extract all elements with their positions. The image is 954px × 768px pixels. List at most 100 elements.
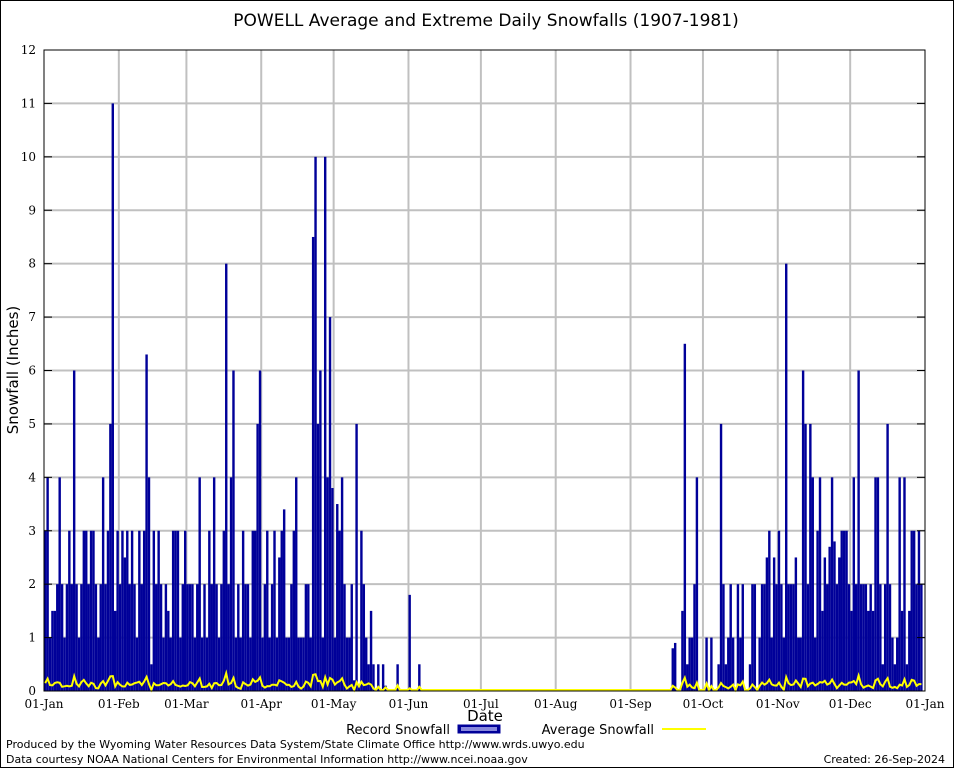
record-bar <box>840 530 843 691</box>
record-bar <box>181 584 184 691</box>
record-bar <box>891 637 894 691</box>
record-bar <box>794 557 798 691</box>
record-bar <box>770 637 773 691</box>
x-axis: 01-Jan 01-Feb 01-Mar 01-Apr 01-May 01-Jun 01-J… <box>24 697 944 711</box>
record-bar <box>876 477 880 691</box>
y-tick-label: 3 <box>28 524 36 538</box>
record-bar <box>765 557 769 691</box>
record-bar <box>87 584 90 691</box>
y-tick-label: 10 <box>21 150 36 164</box>
record-bar <box>355 423 358 691</box>
record-bar <box>150 664 153 691</box>
record-bar <box>273 530 276 691</box>
record-bar <box>205 637 209 691</box>
record-bar <box>340 477 344 691</box>
record-bar <box>845 530 848 691</box>
record-bar <box>818 477 822 691</box>
x-tick-label: 01-Jan <box>24 697 63 711</box>
record-bar <box>362 584 366 691</box>
x-tick-label: 01-Nov <box>756 697 800 711</box>
x-tick-label: 01-Feb <box>98 697 140 711</box>
record-bar <box>724 664 728 691</box>
record-bar <box>867 610 870 691</box>
record-bar <box>304 584 308 691</box>
record-bar <box>748 664 752 691</box>
record-bar <box>830 477 834 691</box>
record-bar <box>365 637 368 691</box>
average-line <box>44 669 922 693</box>
record-bar <box>104 584 107 691</box>
record-bar <box>142 530 146 691</box>
record-bar <box>56 584 59 691</box>
record-bar <box>792 584 795 691</box>
record-bar <box>739 637 742 691</box>
record-bar <box>871 610 875 691</box>
record-bar <box>328 317 332 691</box>
record-bar <box>864 584 868 691</box>
record-bar <box>821 610 824 691</box>
record-bar <box>270 584 274 691</box>
record-bar <box>850 610 853 691</box>
y-tick-label: 8 <box>28 257 36 271</box>
record-bar <box>331 488 334 691</box>
record-bar <box>883 584 887 691</box>
record-bar <box>852 477 856 691</box>
record-bar <box>241 530 245 691</box>
record-bar <box>297 637 300 691</box>
legend-record-label: Record Snowfall <box>346 723 450 738</box>
record-bar <box>130 530 134 691</box>
record-bar <box>118 584 122 691</box>
record-bar <box>246 584 250 691</box>
record-bar <box>372 664 375 691</box>
record-bar <box>741 584 744 691</box>
record-bar <box>758 637 761 691</box>
record-bar <box>261 637 264 691</box>
record-bar <box>97 637 100 691</box>
record-bar <box>350 584 353 691</box>
record-bar <box>326 477 329 691</box>
record-bar <box>874 477 877 691</box>
record-bar <box>164 584 168 691</box>
record-bar <box>222 530 226 691</box>
record-bar <box>77 637 81 691</box>
x-tick-label: 01-Jul <box>463 697 499 711</box>
record-bar <box>838 557 841 691</box>
record-bar <box>736 584 740 691</box>
record-bar <box>239 637 242 691</box>
record-bar <box>801 370 805 691</box>
x-tick-label: 01-Jan <box>905 697 944 711</box>
record-bar <box>311 236 315 692</box>
legend-average-label: Average Snowfall <box>542 723 654 738</box>
record-bar <box>396 664 399 691</box>
y-axis-label: Snowfall (Inches) <box>4 306 22 434</box>
record-bar <box>809 423 812 691</box>
record-bar <box>299 637 303 691</box>
record-bar <box>196 584 199 691</box>
record-bar <box>251 530 254 691</box>
record-bar <box>109 423 112 691</box>
record-bar <box>343 584 346 691</box>
record-bar <box>70 584 73 691</box>
y-tick-label: 0 <box>28 684 36 698</box>
record-bar <box>910 530 913 691</box>
record-bar <box>140 584 143 691</box>
y-tick-label: 1 <box>28 631 36 645</box>
record-bar <box>418 664 421 691</box>
record-bar <box>159 584 163 691</box>
record-bar <box>44 530 47 691</box>
x-tick-label: 01-Sep <box>609 697 652 711</box>
record-bar <box>753 584 757 691</box>
record-bar <box>278 557 281 691</box>
record-bar <box>823 557 827 691</box>
chart-title: POWELL Average and Extreme Daily Snowfal… <box>233 11 738 31</box>
record-bar <box>287 637 291 691</box>
record-bar <box>167 610 170 691</box>
record-bar <box>275 637 279 691</box>
record-bar <box>729 584 732 691</box>
record-bar <box>268 637 271 691</box>
record-bar <box>116 530 119 691</box>
record-bar <box>673 642 677 691</box>
record-bar <box>833 541 836 691</box>
record-bar <box>719 423 723 691</box>
record-bar <box>208 530 211 691</box>
